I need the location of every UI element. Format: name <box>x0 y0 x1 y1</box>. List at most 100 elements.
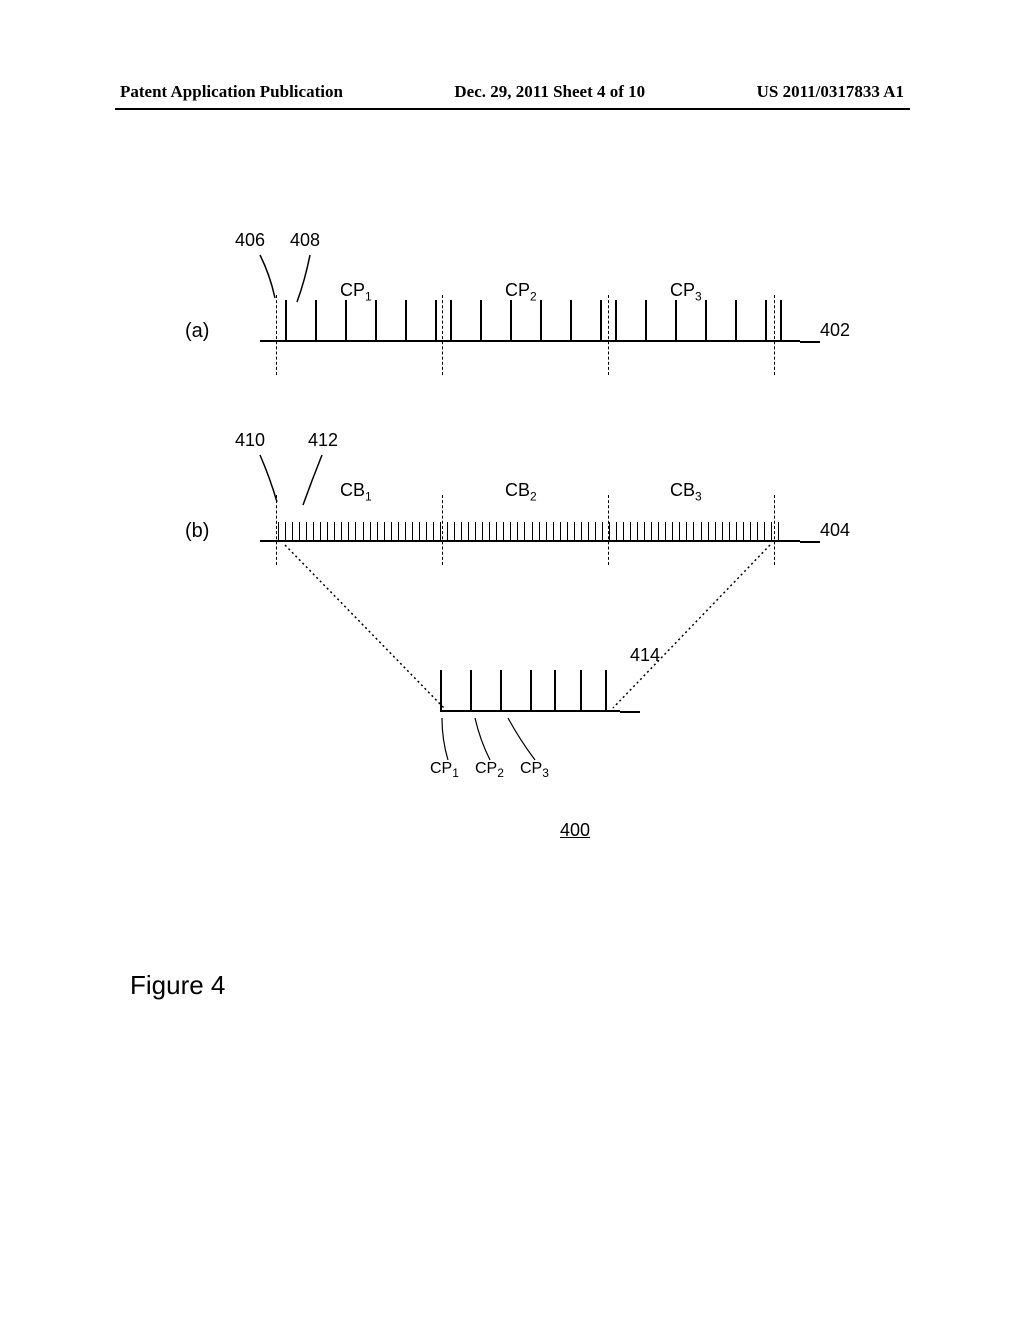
tick-major-a <box>435 300 437 340</box>
tick-minor-b <box>405 522 406 540</box>
tick-minor-b <box>595 522 596 540</box>
tick-major-a <box>675 300 677 340</box>
tick-minor-b <box>278 522 279 540</box>
tick-major-a <box>540 300 542 340</box>
cb-label: CB3 <box>670 480 702 504</box>
ref-402: 402 <box>820 320 850 341</box>
tick-minor-b <box>616 522 617 540</box>
ref-412: 412 <box>308 430 338 451</box>
figure-caption: Figure 4 <box>130 970 225 1001</box>
leader-412 <box>300 450 340 508</box>
header-left: Patent Application Publication <box>120 82 343 102</box>
tick-minor-b <box>496 522 497 540</box>
tick-major-a <box>375 300 377 340</box>
axis-c <box>440 710 620 712</box>
tick-major-a <box>615 300 617 340</box>
tick-minor-b <box>468 522 469 540</box>
tick-minor-b <box>602 522 603 540</box>
tick-minor-b <box>433 522 434 540</box>
cb-label: CB2 <box>505 480 537 504</box>
tick-major-c <box>530 670 532 710</box>
tick-major-a <box>285 300 287 340</box>
leader-402 <box>800 341 820 343</box>
tick-minor-b <box>489 522 490 540</box>
tick-minor-b <box>553 522 554 540</box>
tick-minor-b <box>524 522 525 540</box>
cp-label: CP2 <box>505 280 537 304</box>
dashed-line-a <box>442 295 443 375</box>
ref-406: 406 <box>235 230 265 251</box>
ref-404: 404 <box>820 520 850 541</box>
tick-major-a <box>600 300 602 340</box>
tick-minor-b <box>574 522 575 540</box>
tick-minor-b <box>539 522 540 540</box>
tick-minor-b <box>679 522 680 540</box>
dashed-line-a <box>276 295 277 375</box>
tick-minor-b <box>644 522 645 540</box>
tick-major-c <box>440 670 442 710</box>
tick-major-a <box>510 300 512 340</box>
tick-minor-b <box>440 522 441 540</box>
cp-label: CP1 <box>340 280 372 304</box>
tick-minor-b <box>581 522 582 540</box>
tick-major-c <box>500 670 502 710</box>
tick-major-a <box>345 300 347 340</box>
tick-minor-b <box>701 522 702 540</box>
tick-major-a <box>645 300 647 340</box>
tick-minor-b <box>771 522 772 540</box>
tick-minor-b <box>447 522 448 540</box>
tick-minor-b <box>722 522 723 540</box>
tick-major-a <box>405 300 407 340</box>
tick-minor-b <box>658 522 659 540</box>
tick-minor-b <box>384 522 385 540</box>
tick-major-c <box>580 670 582 710</box>
tick-minor-b <box>623 522 624 540</box>
page-header: Patent Application Publication Dec. 29, … <box>0 82 1024 102</box>
ref-400: 400 <box>560 820 590 841</box>
tick-minor-b <box>715 522 716 540</box>
ref-414: 414 <box>630 645 660 666</box>
tick-major-a <box>570 300 572 340</box>
tick-minor-b <box>736 522 737 540</box>
tick-minor-b <box>461 522 462 540</box>
header-center: Dec. 29, 2011 Sheet 4 of 10 <box>454 82 645 102</box>
tick-minor-b <box>475 522 476 540</box>
ref-410: 410 <box>235 430 265 451</box>
leader-404 <box>800 541 820 543</box>
tick-minor-b <box>320 522 321 540</box>
tick-minor-b <box>517 522 518 540</box>
tick-major-a <box>450 300 452 340</box>
tick-minor-b <box>412 522 413 540</box>
tick-minor-b <box>334 522 335 540</box>
tick-minor-b <box>546 522 547 540</box>
tick-minor-b <box>672 522 673 540</box>
section-a-label: (a) <box>185 320 209 343</box>
tick-minor-b <box>708 522 709 540</box>
tick-minor-b <box>306 522 307 540</box>
tick-minor-b <box>750 522 751 540</box>
tick-minor-b <box>588 522 589 540</box>
tick-minor-b <box>398 522 399 540</box>
tick-minor-b <box>292 522 293 540</box>
section-b-label: (b) <box>185 520 209 543</box>
dashed-line-a <box>608 295 609 375</box>
leader-414 <box>620 711 640 713</box>
tick-minor-b <box>341 522 342 540</box>
tick-minor-b <box>637 522 638 540</box>
tick-minor-b <box>764 522 765 540</box>
tick-minor-b <box>651 522 652 540</box>
tick-minor-b <box>419 522 420 540</box>
leader-408 <box>295 250 335 305</box>
tick-minor-b <box>757 522 758 540</box>
tick-minor-b <box>665 522 666 540</box>
tick-minor-b <box>355 522 356 540</box>
cp-label: CP3 <box>670 280 702 304</box>
tick-minor-b <box>532 522 533 540</box>
tick-minor-b <box>503 522 504 540</box>
tick-major-a <box>480 300 482 340</box>
tick-minor-b <box>299 522 300 540</box>
tick-minor-b <box>327 522 328 540</box>
tick-major-a <box>765 300 767 340</box>
tick-major-c <box>605 670 607 710</box>
tick-minor-b <box>391 522 392 540</box>
